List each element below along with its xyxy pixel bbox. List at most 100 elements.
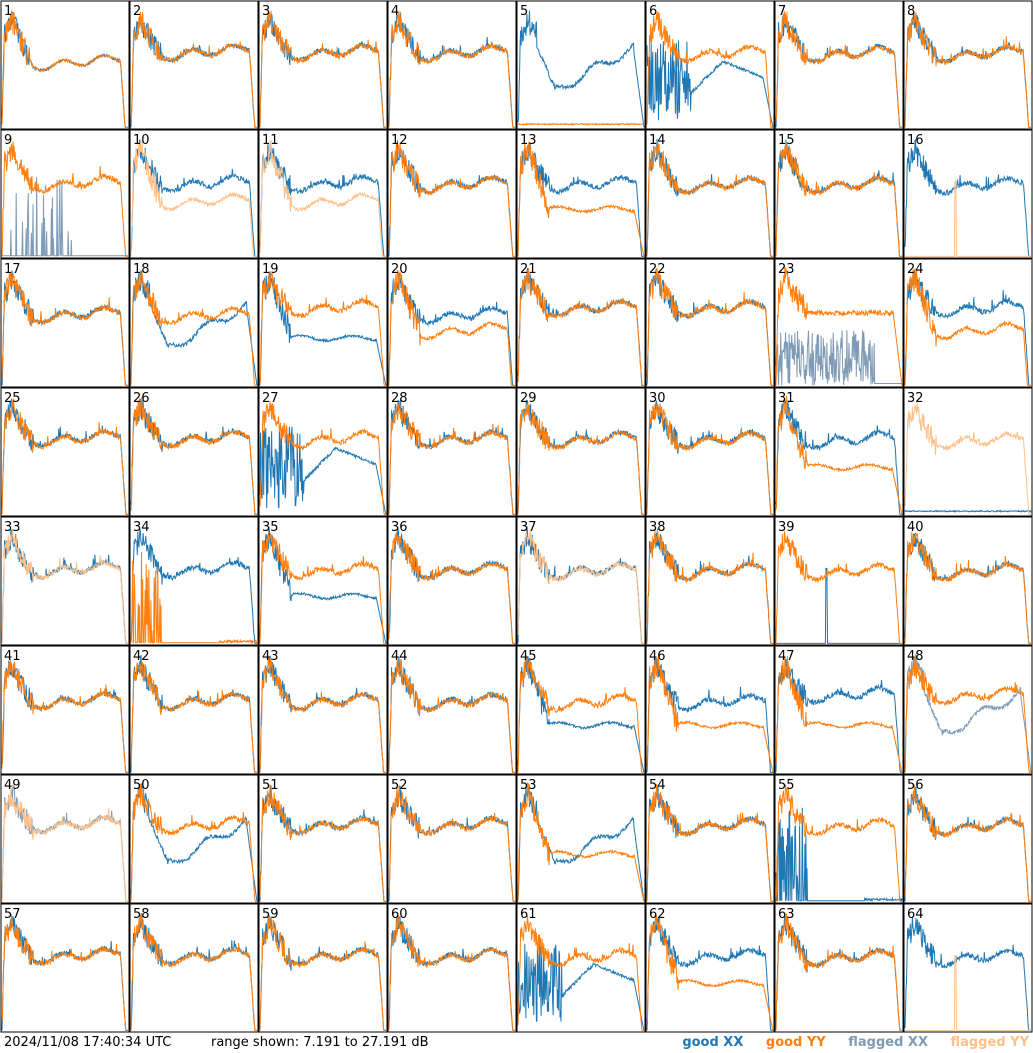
panel-54: 54: [645, 774, 775, 904]
panel-30: 30: [645, 387, 775, 517]
panel-frame: [645, 516, 775, 646]
panel-60: 60: [387, 903, 517, 1033]
panel-label: 11: [262, 133, 279, 148]
panel-frame: [129, 258, 259, 388]
panel-label: 58: [133, 907, 150, 922]
series-yy-36: [388, 532, 515, 644]
panel-49: 49: [0, 774, 130, 904]
panel-label: 28: [391, 391, 408, 406]
series-yy-46: [646, 657, 774, 773]
panel-frame: [903, 129, 1033, 259]
panel-15: 15: [774, 129, 904, 259]
panel-9: 9: [0, 129, 130, 259]
series-yy-29: [517, 402, 644, 515]
panel-frame: [774, 258, 904, 388]
panel-45: 45: [516, 645, 646, 775]
panel-frame: [903, 903, 1033, 1033]
series-yy-20: [388, 269, 515, 386]
panel-frame: [903, 387, 1033, 517]
panel-label: 23: [778, 262, 795, 277]
panel-label: 25: [4, 391, 21, 406]
series-yy-18: [130, 270, 257, 386]
panel-frame: [0, 258, 130, 388]
panel-label: 49: [4, 778, 21, 793]
panel-label: 35: [262, 520, 279, 535]
panel-frame: [516, 774, 646, 904]
panel-frame: [0, 774, 130, 904]
panel-label: 4: [391, 4, 399, 19]
panel-label: 40: [907, 520, 924, 535]
series-yy-25: [1, 398, 128, 515]
series-yy-22: [646, 268, 773, 386]
panel-53: 53: [516, 774, 646, 904]
series-xx-19: [259, 271, 387, 386]
panel-26: 26: [129, 387, 259, 517]
panel-43: 43: [258, 645, 388, 775]
series-yy-1: [1, 10, 128, 128]
panel-label: 7: [778, 4, 786, 19]
panel-label: 8: [907, 4, 915, 19]
panel-10: 10: [129, 129, 259, 259]
series-yy-7: [775, 11, 902, 128]
panel-frame: [774, 0, 904, 130]
series-yy-32: [904, 401, 1031, 515]
series-yy-59: [259, 915, 386, 1031]
panel-label: 36: [391, 520, 408, 535]
series-yy-26: [130, 397, 257, 515]
panel-56: 56: [903, 774, 1033, 904]
panel-frame: [516, 645, 646, 775]
series-yy-53: [517, 782, 645, 902]
series-yy-57: [1, 914, 128, 1031]
series-yy-27: [259, 401, 386, 515]
panel-label: 30: [649, 391, 666, 406]
panel-frame: [258, 516, 388, 646]
series-xx-31: [775, 398, 902, 515]
panel-19: 19: [258, 258, 388, 388]
series-xx-24: [904, 269, 1031, 386]
panel-48: 48: [903, 645, 1033, 775]
panel-label: 46: [649, 649, 666, 664]
series-xx-50: [130, 782, 258, 902]
panel-label: 21: [520, 262, 537, 277]
series-yy-49: [1, 785, 128, 902]
series-xx-6: [646, 40, 774, 128]
panel-label: 3: [262, 4, 270, 19]
panel-label: 37: [520, 520, 537, 535]
series-yy-15: [775, 143, 902, 257]
panel-32: 32: [903, 387, 1033, 517]
panel-47: 47: [774, 645, 904, 775]
panel-13: 13: [516, 129, 646, 259]
series-yy-60: [388, 915, 515, 1031]
series-yy-11: [259, 139, 386, 257]
panel-label: 54: [649, 778, 666, 793]
panel-frame: [645, 258, 775, 388]
series-xx-9: [2, 176, 128, 257]
panel-36: 36: [387, 516, 517, 646]
panel-21: 21: [516, 258, 646, 388]
panel-label: 55: [778, 778, 795, 793]
series-yy-8: [904, 12, 1031, 128]
series-yy-40: [904, 531, 1031, 644]
panel-label: 47: [778, 649, 795, 664]
panel-27: 27: [258, 387, 388, 517]
series-yy-64: [905, 954, 1031, 1031]
panel-17: 17: [0, 258, 130, 388]
series-xx-62: [646, 914, 773, 1031]
panel-frame: [387, 516, 517, 646]
panel-11: 11: [258, 129, 388, 259]
panel-59: 59: [258, 903, 388, 1033]
series-yy-45: [517, 656, 644, 773]
panel-12: 12: [387, 129, 517, 259]
panel-label: 50: [133, 778, 150, 793]
panel-61: 61: [516, 903, 646, 1033]
panel-52: 52: [387, 774, 517, 904]
series-yy-37: [517, 529, 644, 644]
series-yy-30: [646, 403, 773, 515]
panel-46: 46: [645, 645, 775, 775]
panel-frame: [387, 129, 517, 259]
series-xx-34: [130, 528, 257, 644]
panel-label: 61: [520, 907, 537, 922]
panel-35: 35: [258, 516, 388, 646]
series-yy-42: [130, 662, 257, 773]
panel-label: 33: [4, 520, 21, 535]
